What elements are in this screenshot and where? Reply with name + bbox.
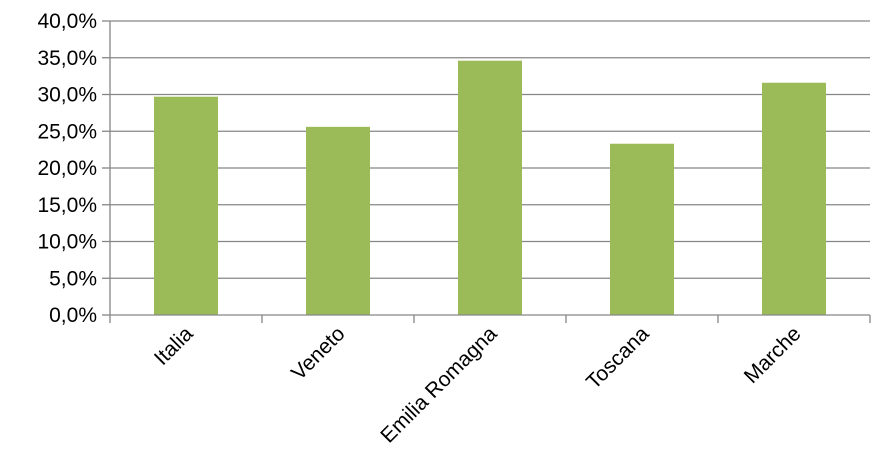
y-tick-label: 40,0% xyxy=(37,10,97,33)
bar-marche xyxy=(762,82,826,316)
y-tick-label: 0,0% xyxy=(49,304,97,327)
y-tick-label: 10,0% xyxy=(37,231,97,254)
bars xyxy=(154,60,826,316)
y-tick-label: 25,0% xyxy=(37,120,97,143)
bar-italia xyxy=(154,96,218,315)
axes xyxy=(102,20,871,323)
y-tick-label: 35,0% xyxy=(37,47,97,70)
y-tick-label: 30,0% xyxy=(37,84,97,107)
x-category-label: Italia xyxy=(150,322,198,370)
bar-emilia-romagna xyxy=(458,60,522,315)
x-category-label: Toscana xyxy=(582,322,654,394)
bar-toscana xyxy=(610,143,674,315)
y-tick-label: 5,0% xyxy=(49,267,97,290)
y-tick-label: 20,0% xyxy=(37,157,97,180)
x-category-labels: Italia Veneto Emilia Romagna Toscana Marche xyxy=(150,322,806,447)
x-category-label: Emilia Romagna xyxy=(376,322,501,447)
y-tick-label: 15,0% xyxy=(37,194,97,217)
bar-veneto xyxy=(306,126,370,315)
x-category-label: Veneto xyxy=(287,322,350,385)
x-category-label: Marche xyxy=(740,322,806,388)
y-tick-labels: 0,0% 5,0% 10,0% 15,0% 20,0% 25,0% 30,0% 35,0% 40… xyxy=(37,10,97,327)
